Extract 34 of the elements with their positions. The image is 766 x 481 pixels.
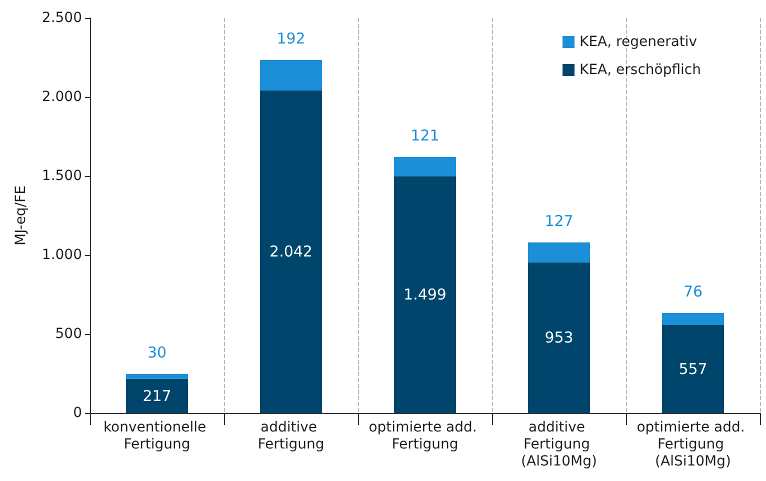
x-tick-label: konventionelle Fertigung xyxy=(103,420,211,452)
x-tick-label: additive Fertigung (AlSi10Mg) xyxy=(521,420,597,470)
data-label: 127 xyxy=(544,212,574,230)
data-label: 557 xyxy=(678,360,708,378)
y-axis-title: MJ-eq/FE xyxy=(13,186,29,246)
bar xyxy=(126,374,188,379)
x-tick-label: optimierte add. Fertigung (AlSi10Mg) xyxy=(636,420,750,470)
bar xyxy=(528,242,590,262)
bar xyxy=(260,60,322,90)
y-tick-label: 2.000 xyxy=(42,89,82,105)
legend-label: KEA, erschöpflich xyxy=(580,62,701,78)
x-tick-label: additive Fertigung xyxy=(258,420,324,452)
y-tick-label: 1.500 xyxy=(42,168,82,184)
bar xyxy=(126,378,188,413)
bar xyxy=(528,262,590,413)
y-tick-label: 0 xyxy=(73,405,82,421)
y-tick-label: 1.000 xyxy=(42,247,82,263)
data-label: 192 xyxy=(276,30,306,48)
bar xyxy=(662,312,724,325)
bar xyxy=(662,324,724,413)
data-label: 1.499 xyxy=(404,286,446,304)
bar xyxy=(394,157,456,176)
data-label: 2.042 xyxy=(270,242,312,261)
data-label: 121 xyxy=(410,126,440,145)
legend-label: KEA, regenerativ xyxy=(580,34,698,50)
bar xyxy=(260,90,322,413)
data-label: 30 xyxy=(147,343,167,362)
data-label: 953 xyxy=(544,328,574,347)
y-tick-label: 2.500 xyxy=(42,10,82,26)
x-tick-label: optimierte add. Fertigung xyxy=(368,420,482,452)
data-label: 76 xyxy=(683,282,703,300)
data-label: 217 xyxy=(142,386,172,405)
y-tick-label: 500 xyxy=(55,326,82,342)
bar xyxy=(394,176,456,413)
